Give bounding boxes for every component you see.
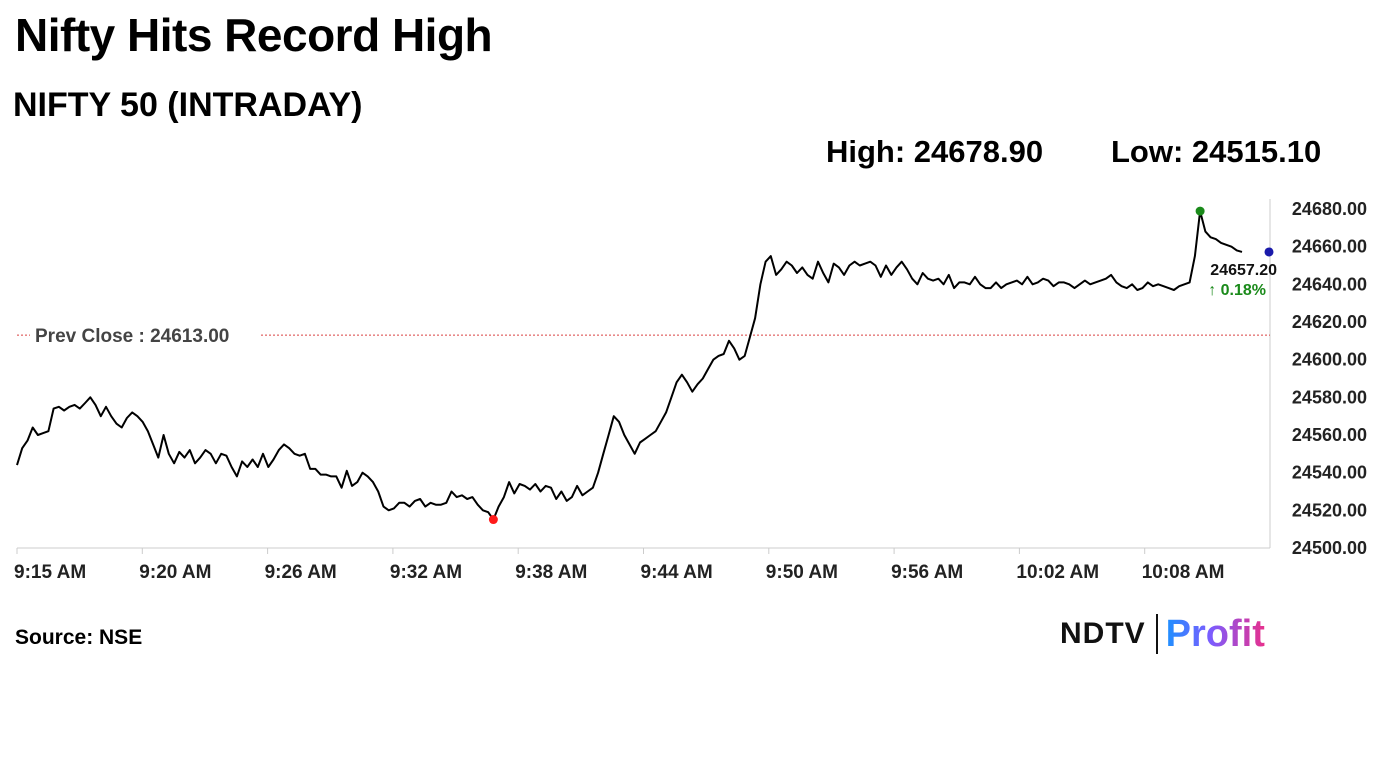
nifty-line [16,210,1243,521]
x-tick-label: 9:20 AM [139,562,211,583]
x-tick-label: 9:50 AM [766,562,838,583]
x-tick-label: 9:56 AM [891,562,963,583]
high-stat: High: 24678.90 [826,134,1044,169]
change-percent-label: ↑ 0.18% [1208,282,1266,299]
y-tick-label: 24640.00 [1292,274,1367,294]
x-tick-label: 9:26 AM [265,562,337,583]
y-tick-label: 24680.00 [1292,199,1367,219]
brand-divider [1155,614,1158,654]
high-marker [1195,206,1205,216]
x-tick-label: 9:38 AM [515,562,587,583]
last-price-label: 24657.20 [1210,262,1277,279]
y-tick-label: 24540.00 [1292,463,1367,483]
y-tick-label: 24600.00 [1292,350,1367,370]
y-tick-label: 24620.00 [1292,312,1367,332]
x-tick-label: 9:44 AM [641,562,713,583]
x-tick-label: 10:08 AM [1142,562,1225,583]
prev-close-label: Prev Close : 24613.00 [35,326,229,347]
brand-profit: Profit [1165,612,1265,655]
source-note: Source: NSE [15,626,143,649]
y-tick-label: 24660.00 [1292,237,1367,257]
last-price-marker [1264,247,1274,257]
low-stat: Low: 24515.10 [1111,134,1322,169]
chart-subtitle: NIFTY 50 (INTRADAY) [13,86,363,124]
headline: Nifty Hits Record High [15,9,493,61]
y-tick-label: 24560.00 [1292,425,1367,445]
y-tick-label: 24520.00 [1292,500,1367,520]
ndtv-profit-logo: NDTV Profit [1060,612,1265,656]
y-tick-label: 24580.00 [1292,387,1367,407]
x-tick-label: 9:15 AM [14,562,86,583]
x-tick-label: 10:02 AM [1016,562,1099,583]
low-marker [488,515,498,525]
brand-ndtv: NDTV [1060,617,1146,650]
x-tick-label: 9:32 AM [390,562,462,583]
intraday-line-chart: 24680.00 24660.00 24640.00 24620.00 24600.00… [14,199,1367,583]
y-tick-label: 24500.00 [1292,538,1367,558]
prev-close-label-bg [30,322,260,349]
